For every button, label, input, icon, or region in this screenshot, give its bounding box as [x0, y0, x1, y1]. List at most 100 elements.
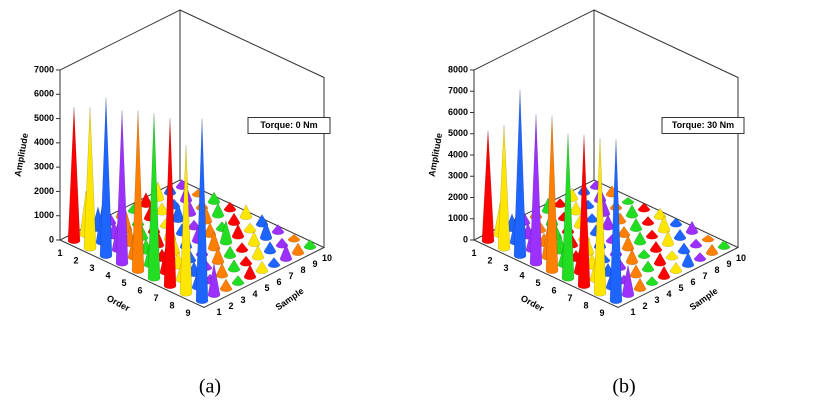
cone	[529, 114, 543, 267]
y-tick-label: 3	[654, 295, 659, 305]
cone	[263, 241, 277, 255]
cone	[239, 255, 253, 267]
cone	[717, 240, 731, 250]
z-tick-label: 6000	[34, 89, 54, 99]
cone	[235, 242, 249, 253]
x-tick-label: 6	[137, 286, 142, 296]
x-tick-label: 8	[169, 301, 174, 311]
cone	[645, 276, 659, 286]
cone	[681, 251, 695, 268]
panel: 01000200030004000500060007000Amplitude12…	[13, 9, 332, 318]
cone	[207, 191, 221, 205]
z-axis-title: Amplitude	[13, 132, 30, 177]
cone	[553, 198, 567, 208]
cone	[633, 231, 647, 246]
cone	[251, 244, 265, 261]
cone	[239, 204, 253, 220]
back-wall	[593, 9, 739, 248]
cone	[669, 217, 683, 228]
cone	[641, 260, 655, 273]
x-tick-label: 2	[487, 256, 492, 266]
cone	[287, 234, 301, 243]
cone	[255, 260, 269, 274]
cone	[219, 278, 233, 292]
y-tick-label: 6	[276, 277, 281, 287]
x-axis-title: Order	[105, 293, 132, 314]
x-tick-label: 8	[583, 301, 588, 311]
z-tick-label: 7000	[34, 64, 54, 74]
cone	[211, 246, 225, 265]
cone	[637, 202, 651, 213]
y-tick-label: 3	[240, 295, 245, 305]
cone	[481, 130, 495, 244]
cone	[633, 277, 647, 292]
z-tick-label: 5000	[34, 113, 54, 123]
cone	[163, 118, 177, 289]
y-tick-label: 1	[630, 307, 635, 317]
cone	[649, 240, 663, 253]
y-tick-label: 9	[726, 259, 731, 269]
x-tick-label: 7	[153, 293, 158, 303]
y-tick-label: 8	[300, 265, 305, 275]
y-tick-label: 4	[252, 289, 257, 299]
annotation-box	[247, 117, 331, 134]
cone	[593, 138, 607, 297]
cone	[303, 239, 317, 250]
cone	[513, 89, 527, 259]
cone	[621, 264, 635, 298]
cone	[227, 212, 241, 226]
cone	[669, 261, 683, 274]
cone	[207, 230, 221, 252]
cone	[115, 110, 129, 267]
y-tick-label: 10	[736, 253, 746, 263]
cone	[223, 201, 237, 213]
cone	[685, 220, 699, 235]
cone	[609, 139, 623, 304]
cone	[179, 145, 193, 297]
z-tick-label: 0	[49, 234, 54, 244]
cone	[83, 107, 97, 252]
z-tick-label: 3000	[448, 171, 468, 181]
cone	[577, 134, 591, 289]
cone	[689, 238, 703, 249]
cone	[99, 97, 113, 259]
cone	[693, 252, 707, 262]
cone	[621, 234, 635, 252]
cone	[629, 264, 643, 279]
x-tick-label: 5	[535, 278, 540, 288]
x-tick-label: 1	[471, 248, 476, 258]
z-tick-label: 1000	[34, 210, 54, 220]
cone	[259, 219, 273, 241]
cone	[621, 197, 635, 205]
x-axis-title: Order	[519, 293, 546, 314]
x-tick-label: 1	[57, 248, 62, 258]
y-axis-title: Sample	[688, 286, 720, 313]
cone	[247, 231, 261, 247]
y-tick-label: 2	[642, 301, 647, 311]
cone	[231, 223, 245, 240]
cone	[653, 207, 667, 220]
cone	[497, 124, 511, 252]
cone	[291, 242, 305, 256]
cone	[705, 243, 719, 256]
cone	[637, 249, 651, 259]
cone	[569, 201, 583, 216]
y-tick-label: 5	[678, 283, 683, 293]
z-tick-label: 7000	[448, 86, 468, 96]
x-tick-label: 4	[519, 271, 524, 281]
x-tick-label: 6	[551, 286, 556, 296]
cone	[275, 237, 289, 249]
cone	[215, 262, 229, 279]
cone	[629, 217, 643, 232]
back-wall	[179, 9, 325, 248]
cone	[673, 228, 687, 241]
z-tick-label: 8000	[448, 64, 468, 74]
cone	[279, 243, 293, 262]
cone	[545, 115, 559, 274]
z-tick-label: 2000	[448, 192, 468, 202]
cone	[701, 234, 715, 243]
cone	[219, 219, 233, 246]
cone	[131, 110, 145, 274]
